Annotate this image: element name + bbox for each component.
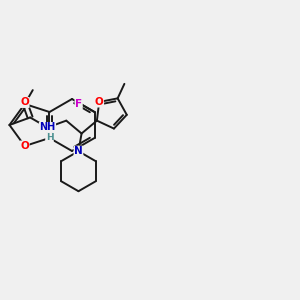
Text: O: O (95, 97, 103, 107)
Text: O: O (20, 141, 29, 151)
Text: F: F (75, 99, 82, 109)
Text: H: H (46, 133, 53, 142)
Text: NH: NH (39, 122, 56, 133)
Text: N: N (74, 146, 83, 156)
Text: O: O (20, 98, 29, 107)
